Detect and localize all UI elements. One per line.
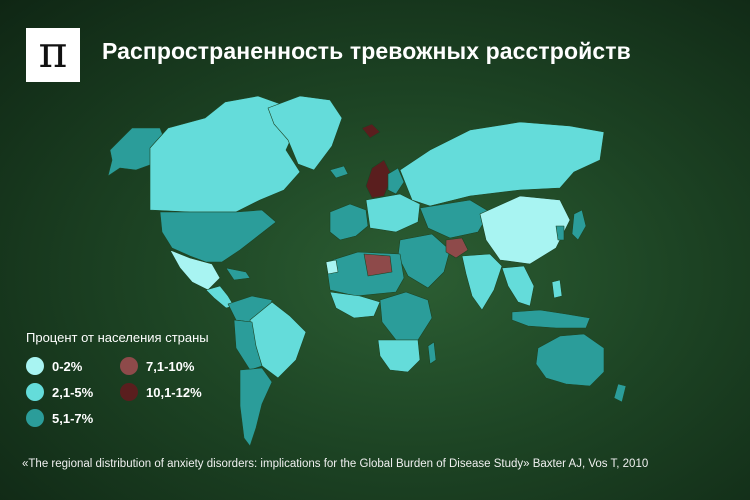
region-middle-east <box>397 233 451 289</box>
legend-label: 0-2% <box>52 358 83 374</box>
region-india <box>461 253 503 311</box>
legend-item: 7,1-10% <box>120 357 230 375</box>
logo: π <box>26 28 80 82</box>
region-australia <box>535 333 605 387</box>
region-korea <box>555 225 565 241</box>
region-western-europe <box>329 203 369 241</box>
region-caribbean <box>225 267 251 281</box>
legend-swatch <box>120 383 138 401</box>
legend-label: 2,1-5% <box>52 384 94 400</box>
legend-item: 5,1-7% <box>26 409 120 427</box>
legend-label: 5,1-7% <box>52 410 94 426</box>
region-philippines <box>551 279 563 299</box>
logo-glyph: π <box>38 27 68 78</box>
region-new-zealand <box>613 383 627 403</box>
region-eastern-europe <box>365 193 421 233</box>
legend-item: 10,1-12% <box>120 383 230 401</box>
legend-item: 2,1-5% <box>26 383 120 401</box>
region-afghanistan <box>445 237 469 259</box>
region-east-africa <box>379 291 433 341</box>
legend-label: 7,1-10% <box>146 358 195 374</box>
region-svalbard <box>361 123 381 139</box>
region-iceland <box>329 165 349 179</box>
region-southern-cone <box>239 367 273 447</box>
region-usa <box>159 209 277 263</box>
region-mexico <box>169 249 221 291</box>
legend-title: Процент от населения страны <box>26 330 209 345</box>
region-alaska <box>107 127 169 177</box>
region-central-asia <box>419 199 491 239</box>
legend-grid: 0-2% 7,1-10% 2,1-5% 10,1-12% 5,1-7% <box>26 357 230 427</box>
region-finland <box>387 167 405 195</box>
legend-swatch <box>120 357 138 375</box>
region-peru-bolivia <box>233 319 263 371</box>
region-china <box>479 195 571 265</box>
legend-swatch <box>26 357 44 375</box>
region-indonesia <box>511 309 591 329</box>
region-west-africa <box>329 291 381 319</box>
source-citation: «The regional distribution of anxiety di… <box>22 458 649 470</box>
legend: Процент от населения страны 0-2% 7,1-10%… <box>26 330 230 427</box>
region-japan <box>571 209 587 241</box>
region-greenland <box>267 95 343 171</box>
region-southeast-asia <box>501 265 535 307</box>
legend-item: 0-2% <box>26 357 120 375</box>
region-southern-africa <box>377 339 421 373</box>
page-title: Распространенность тревожных расстройств <box>102 38 631 64</box>
legend-label: 10,1-12% <box>146 384 202 400</box>
region-libya <box>363 253 393 277</box>
region-russia <box>399 121 605 207</box>
region-madagascar <box>427 341 437 365</box>
legend-swatch <box>26 409 44 427</box>
legend-swatch <box>26 383 44 401</box>
region-western-sahara <box>325 259 339 275</box>
